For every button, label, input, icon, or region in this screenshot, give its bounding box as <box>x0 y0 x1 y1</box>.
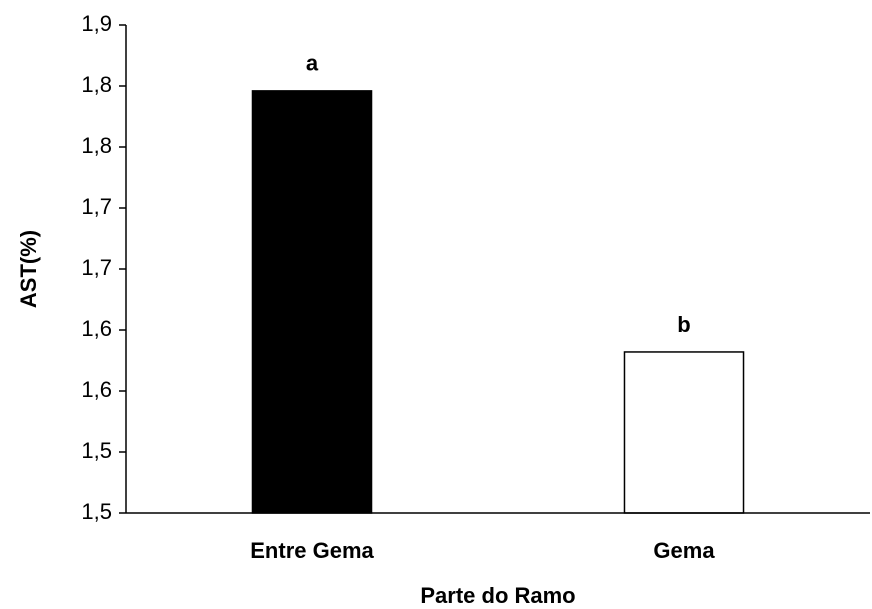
bar-annotation: b <box>677 312 690 337</box>
bar <box>251 90 373 514</box>
y-axis-title: AST(%) <box>16 230 41 308</box>
y-tick-label: 1,5 <box>81 499 112 524</box>
y-tick-label: 1,7 <box>81 194 112 219</box>
y-tick-label: 1,6 <box>81 377 112 402</box>
y-tick-label: 1,9 <box>81 11 112 36</box>
y-tick-label: 1,8 <box>81 133 112 158</box>
y-tick-label: 1,7 <box>81 255 112 280</box>
x-axis-title: Parte do Ramo <box>420 583 575 608</box>
y-tick-label: 1,8 <box>81 72 112 97</box>
x-tick-label: Entre Gema <box>250 538 374 563</box>
bar <box>623 351 745 514</box>
bar-annotation: a <box>306 51 319 76</box>
x-tick-label: Gema <box>653 538 715 563</box>
y-tick-label: 1,5 <box>81 438 112 463</box>
y-tick-label: 1,6 <box>81 316 112 341</box>
